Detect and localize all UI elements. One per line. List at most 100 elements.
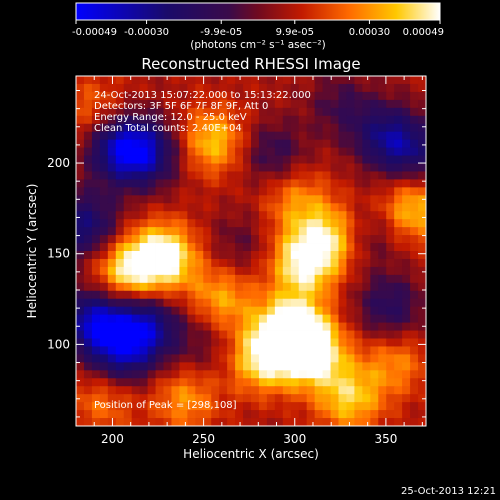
heatmap-cell (354, 203, 363, 212)
heatmap-cell (394, 91, 403, 101)
heatmap-cell (123, 155, 133, 164)
heatmap-cell (99, 179, 109, 188)
heatmap-cell (203, 203, 212, 212)
heatmap-cell (195, 76, 204, 85)
heatmap-cell (163, 123, 172, 133)
heatmap-cell (394, 163, 403, 172)
heatmap-cell (362, 219, 371, 228)
heatmap-cell (394, 107, 403, 117)
heatmap-cell (251, 378, 260, 387)
heatmap-cell (139, 410, 148, 419)
heatmap-cell (195, 418, 204, 427)
heatmap-cell (290, 306, 300, 316)
heatmap-cell (243, 179, 252, 188)
heatmap-cell (163, 298, 172, 308)
heatmap-cell (139, 195, 148, 204)
heatmap-cell (298, 187, 308, 196)
heatmap-cell (99, 386, 109, 395)
heatmap-cell (179, 227, 188, 236)
heatmap-cell (123, 243, 133, 252)
heatmap-cell (386, 251, 395, 260)
heatmap-cell (274, 243, 284, 252)
heatmap-cell (306, 227, 316, 236)
heatmap-cell (266, 282, 276, 292)
heatmap-cell (227, 354, 236, 363)
heatmap-cell (354, 282, 363, 292)
heatmap-cell (266, 187, 276, 196)
heatmap-cell (139, 378, 148, 387)
heatmap-cell (115, 354, 125, 363)
heatmap-cell (203, 298, 212, 308)
plot-frame (75, 75, 427, 427)
heatmap-cell (330, 115, 339, 125)
heatmap-cell (370, 370, 379, 379)
heatmap-cell (219, 131, 228, 141)
annotation-line: Clean Total counts: 2.40E+04 (94, 123, 242, 134)
heatmap-cell (410, 306, 419, 316)
heatmap-cell (139, 330, 148, 339)
heatmap-cell (179, 251, 188, 260)
heatmap-cell (251, 251, 260, 260)
heatmap-cell (99, 203, 109, 212)
heatmap-cell (370, 362, 379, 371)
heatmap-cell (243, 378, 252, 387)
heatmap-cell (123, 266, 133, 276)
heatmap-cell (115, 163, 125, 172)
heatmap-cell (314, 338, 323, 347)
heatmap-cell (354, 251, 363, 260)
heatmap-cell (314, 298, 323, 308)
heatmap-cell (274, 394, 284, 403)
heatmap-cell (258, 91, 268, 101)
heatmap-cell (274, 410, 284, 419)
heatmap-cell (155, 274, 164, 284)
heatmap-cell (314, 83, 323, 93)
heatmap-cell (306, 107, 316, 117)
heatmap-cell (290, 115, 300, 125)
heatmap-cell (123, 211, 133, 220)
heatmap-cell (163, 115, 172, 125)
heatmap-cell (115, 76, 125, 85)
heatmap-cell (115, 195, 125, 204)
heatmap-cell (227, 195, 236, 204)
heatmap-cell (282, 314, 292, 323)
heatmap-cell (394, 179, 403, 188)
heatmap-cell (322, 402, 331, 411)
heatmap-cell (338, 251, 347, 260)
heatmap-cell (322, 266, 331, 276)
heatmap-cell (282, 171, 292, 180)
heatmap-cell (211, 131, 220, 141)
heatmap-cell (370, 76, 379, 85)
heatmap-cell (330, 123, 339, 133)
heatmap-cell (418, 274, 427, 284)
heatmap-cell (386, 115, 395, 125)
heatmap-cell (91, 402, 101, 411)
heatmap-cell (282, 394, 292, 403)
heatmap-cell (290, 203, 300, 212)
heatmap-cell (147, 290, 156, 300)
heatmap-cell (306, 282, 316, 292)
heatmap-cell (99, 195, 109, 204)
heatmap-cell (258, 76, 268, 85)
heatmap-cell (251, 155, 260, 164)
heatmap-cell (418, 410, 427, 419)
heatmap-cell (131, 171, 141, 180)
heatmap-cell (338, 227, 347, 236)
heatmap-cell (306, 91, 316, 101)
heatmap-cell (76, 243, 85, 252)
heatmap-cell (370, 107, 379, 117)
heatmap-cell (346, 402, 355, 411)
heatmap-cell (354, 274, 363, 284)
heatmap-cell (354, 338, 363, 347)
heatmap-cell (346, 227, 355, 236)
heatmap-cell (338, 123, 347, 133)
heatmap-cell (76, 219, 85, 228)
heatmap-cell (91, 203, 101, 212)
heatmap-cell (131, 378, 141, 387)
heatmap-cell (131, 187, 141, 196)
heatmap-cell (410, 386, 419, 395)
heatmap-cell (266, 131, 276, 141)
heatmap-cell (346, 187, 355, 196)
heatmap-cell (76, 362, 85, 371)
heatmap-cell (378, 195, 387, 204)
heatmap-cell (346, 418, 355, 427)
